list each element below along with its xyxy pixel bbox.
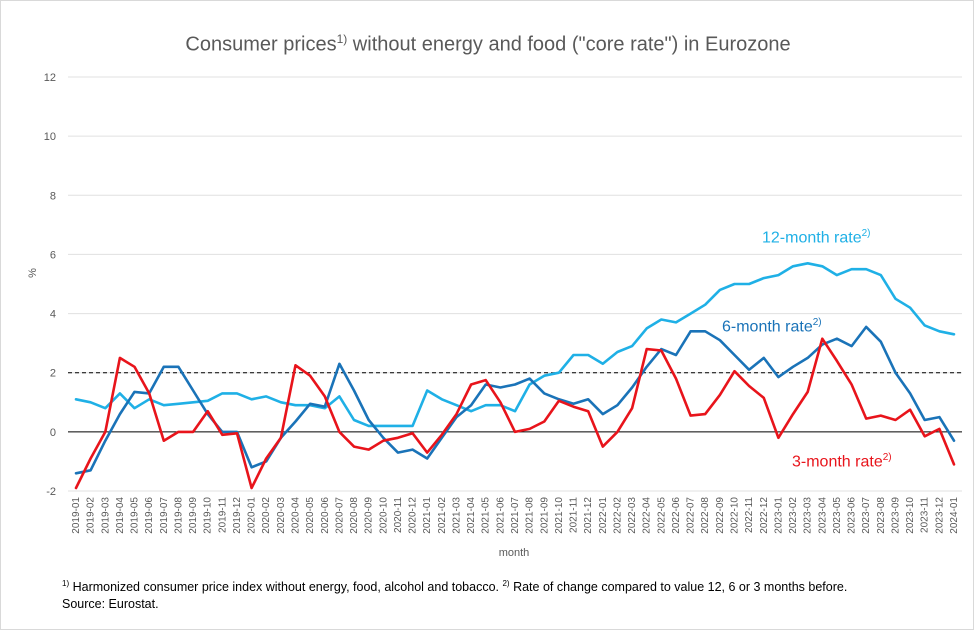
x-tick-label: 2019-09 bbox=[188, 497, 199, 534]
x-tick-label: 2022-10 bbox=[730, 497, 741, 534]
x-tick-label: 2021-11 bbox=[569, 497, 580, 533]
x-tick-label: 2019-03 bbox=[100, 497, 111, 534]
x-tick-label: 2020-09 bbox=[364, 497, 375, 534]
x-tick-label: 2019-01 bbox=[71, 497, 82, 534]
x-tick-label: 2022-12 bbox=[759, 497, 770, 534]
x-tick-label: 2020-02 bbox=[261, 497, 272, 534]
x-tick-label: 2021-07 bbox=[510, 497, 521, 534]
series-line-6-month-rate bbox=[74, 325, 956, 475]
footnote-source: Source: Eurostat. bbox=[62, 597, 159, 611]
x-tick-label: 2021-12 bbox=[583, 497, 594, 534]
x-tick-label: 2019-04 bbox=[115, 497, 126, 534]
x-tick-label: 2022-11 bbox=[744, 497, 755, 533]
y-tick-label: 8 bbox=[50, 190, 56, 202]
x-tick-label: 2022-06 bbox=[671, 497, 682, 534]
x-tick-label: 2020-03 bbox=[276, 497, 287, 534]
x-tick-label: 2021-03 bbox=[451, 497, 462, 534]
x-tick-label: 2022-02 bbox=[612, 497, 623, 534]
y-tick-labels: -2 0 2 4 6 8 10 12 bbox=[44, 72, 56, 498]
series-line-3-month-rate bbox=[74, 337, 956, 490]
series-line-12-month-rate bbox=[74, 261, 956, 428]
x-tick-label: 2021-09 bbox=[539, 497, 550, 534]
y-tick-label: 0 bbox=[50, 427, 56, 439]
x-tick-label: 2022-08 bbox=[700, 497, 711, 534]
x-tick-label: 2022-07 bbox=[686, 497, 697, 534]
x-tick-label: 2022-03 bbox=[627, 497, 638, 534]
x-tick-label: 2022-05 bbox=[656, 497, 667, 534]
x-tick-label: 2020-07 bbox=[334, 497, 345, 534]
x-tick-label: 2020-08 bbox=[349, 497, 360, 534]
x-tick-label: 2019-06 bbox=[144, 497, 155, 534]
x-tick-label: 2019-11 bbox=[217, 497, 228, 533]
x-tick-label: 2020-11 bbox=[393, 497, 404, 533]
x-tick-label: 2022-09 bbox=[715, 497, 726, 534]
x-tick-label: 2019-12 bbox=[232, 497, 243, 534]
x-tick-label: 2022-01 bbox=[598, 497, 609, 534]
x-tick-label: 2021-08 bbox=[525, 497, 536, 534]
gridlines bbox=[68, 76, 962, 492]
x-tick-label: 2020-06 bbox=[320, 497, 331, 534]
x-tick-label: 2023-03 bbox=[803, 497, 814, 534]
x-tick-label: 2023-04 bbox=[817, 497, 828, 534]
y-tick-label: 12 bbox=[44, 72, 56, 84]
x-tick-label: 2023-09 bbox=[890, 497, 901, 534]
x-tick-label: 2019-10 bbox=[203, 497, 214, 534]
y-axis-label: % bbox=[27, 268, 39, 278]
y-tick-label: -2 bbox=[46, 486, 56, 498]
x-tick-label: 2024-01 bbox=[949, 497, 960, 534]
y-tick-label: 6 bbox=[50, 249, 56, 261]
x-tick-label: 2023-12 bbox=[934, 497, 945, 534]
x-tick-label: 2023-10 bbox=[905, 497, 916, 534]
x-tick-label: 2020-10 bbox=[378, 497, 389, 534]
x-tick-label: 2023-07 bbox=[861, 497, 872, 534]
x-tick-labels: 2019-01 2019-02 2019-03 2019-04 2019-05 2019-… bbox=[71, 497, 960, 534]
x-tick-label: 2023-11 bbox=[920, 497, 931, 533]
x-tick-label: 2020-12 bbox=[408, 497, 419, 534]
y-tick-label: 2 bbox=[50, 368, 56, 380]
x-tick-label: 2019-07 bbox=[159, 497, 170, 534]
x-tick-label: 2023-01 bbox=[773, 497, 784, 534]
footnote-line-1: 1) Harmonized consumer price index witho… bbox=[62, 579, 848, 595]
x-tick-label: 2021-10 bbox=[554, 497, 565, 534]
x-tick-label: 2021-04 bbox=[466, 497, 477, 534]
series-lines bbox=[74, 261, 956, 490]
x-axis-label: month bbox=[499, 547, 530, 559]
x-tick-label: 2019-08 bbox=[173, 497, 184, 534]
series-label-12-month: 12-month rate2) bbox=[762, 228, 871, 247]
x-tick-label: 2019-02 bbox=[86, 497, 97, 534]
x-tick-label: 2021-02 bbox=[437, 497, 448, 534]
x-tick-label: 2019-05 bbox=[130, 497, 141, 534]
series-label-3-month: 3-month rate2) bbox=[792, 452, 892, 471]
x-tick-label: 2020-01 bbox=[247, 497, 258, 534]
x-tick-label: 2023-02 bbox=[788, 497, 799, 534]
x-tick-label: 2023-06 bbox=[847, 497, 858, 534]
x-tick-label: 2023-05 bbox=[832, 497, 843, 534]
x-tick-label: 2021-06 bbox=[495, 497, 506, 534]
x-tick-label: 2023-08 bbox=[876, 497, 887, 534]
y-tick-label: 10 bbox=[44, 131, 56, 143]
series-label-6-month: 6-month rate2) bbox=[722, 317, 822, 336]
x-tick-label: 2020-04 bbox=[291, 497, 302, 534]
x-tick-label: 2021-05 bbox=[481, 497, 492, 534]
x-tick-label: 2020-05 bbox=[305, 497, 316, 534]
y-tick-label: 4 bbox=[50, 309, 56, 321]
x-tick-label: 2021-01 bbox=[422, 497, 433, 534]
x-tick-label: 2022-04 bbox=[642, 497, 653, 534]
chart-title: Consumer prices1) without energy and foo… bbox=[185, 32, 791, 56]
